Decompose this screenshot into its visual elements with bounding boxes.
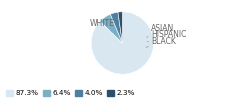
Wedge shape — [100, 14, 122, 43]
Text: BLACK: BLACK — [146, 37, 176, 47]
Text: HISPANIC: HISPANIC — [147, 30, 186, 42]
Wedge shape — [110, 12, 122, 43]
Text: ASIAN: ASIAN — [147, 24, 174, 37]
Wedge shape — [118, 12, 122, 43]
Legend: 87.3%, 6.4%, 4.0%, 2.3%: 87.3%, 6.4%, 4.0%, 2.3% — [6, 90, 135, 96]
Wedge shape — [91, 12, 154, 74]
Text: WHITE: WHITE — [90, 19, 114, 31]
